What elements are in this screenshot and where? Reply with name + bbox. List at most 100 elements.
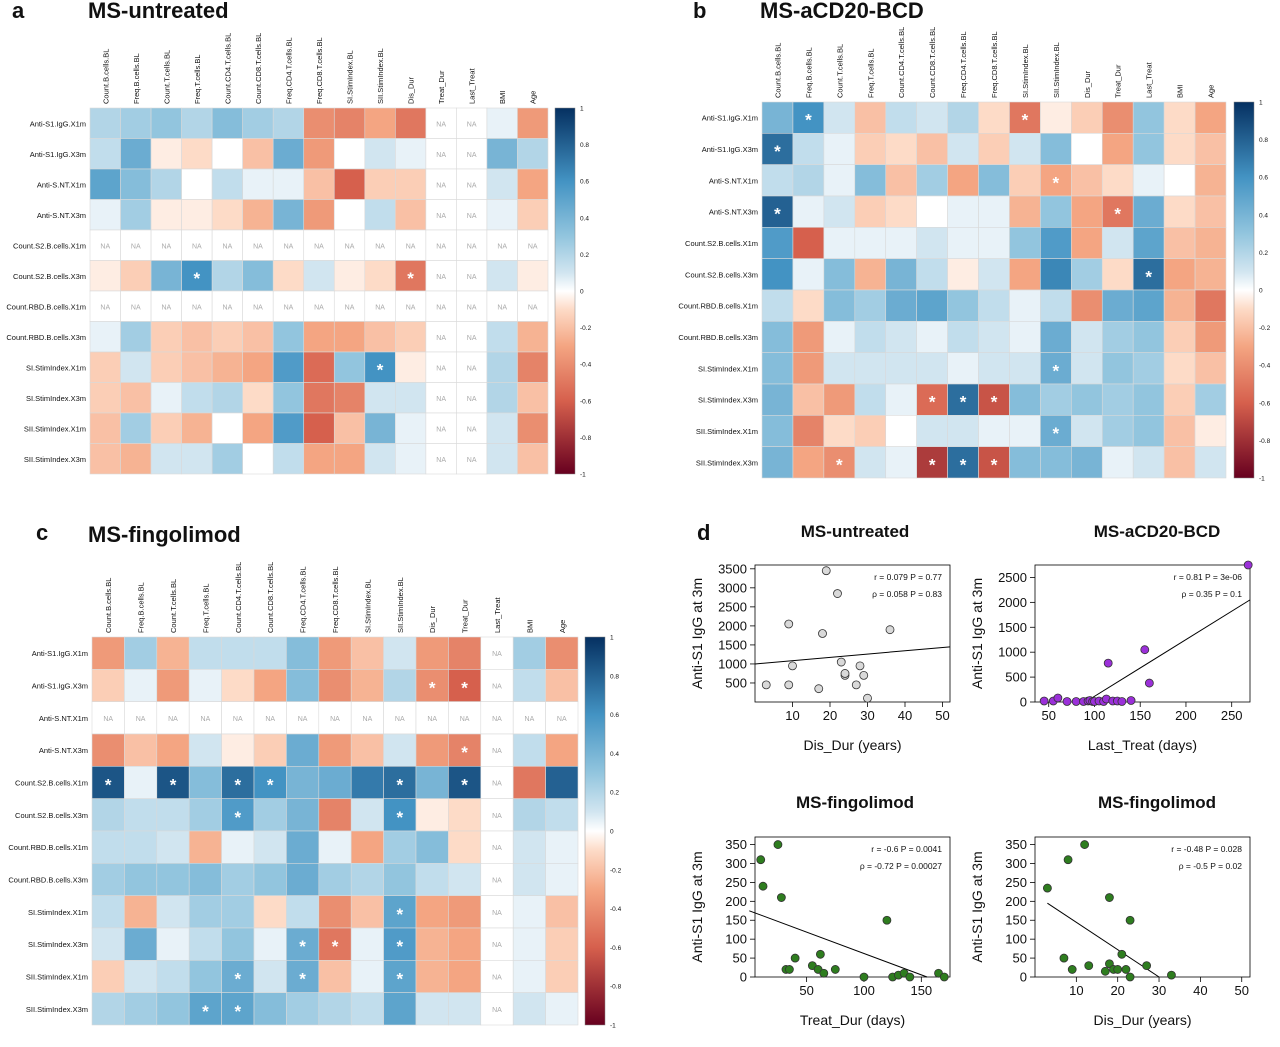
row-label: Count.RBD.B.cells.X3m [8, 876, 88, 885]
heatmap-cell [1163, 289, 1196, 322]
na-label: NA [131, 304, 141, 311]
x-tick-label: 50 [935, 708, 949, 723]
heatmap-cell [916, 227, 948, 259]
heatmap-cell [253, 798, 287, 832]
significance-star: * [202, 1002, 209, 1021]
heatmap-cell [350, 798, 384, 832]
heatmap-cell [156, 863, 190, 896]
row-label: SI.StimIndex.X1m [698, 364, 758, 373]
heatmap-cell [1163, 195, 1196, 228]
data-point [1105, 893, 1114, 902]
heatmap-cell [415, 636, 449, 670]
data-point [1071, 697, 1081, 706]
heatmap-cell [517, 321, 549, 353]
y-tick-label: 1000 [998, 645, 1027, 660]
na-label: NA [436, 365, 446, 372]
significance-star: * [461, 679, 468, 698]
column-label: BMI [1176, 85, 1185, 98]
heatmap-cell [1132, 321, 1165, 353]
heatmap-cell [1132, 383, 1165, 416]
colorbar-tick-label: -0.6 [580, 398, 592, 405]
heatmap-cell [545, 669, 579, 702]
heatmap-cell [364, 321, 396, 353]
heatmap-cell [425, 412, 457, 444]
data-point [814, 684, 824, 694]
heatmap-cell [89, 382, 121, 414]
heatmap-cell [188, 927, 222, 961]
heatmap-cell [286, 992, 320, 1026]
heatmap-cell [333, 199, 366, 231]
heatmap-cell [89, 412, 121, 444]
heatmap-cell [854, 133, 887, 165]
colorbar-tick-label: 0.4 [1259, 212, 1268, 219]
colorbar-tick-label: -0.4 [580, 362, 592, 369]
heatmap-cell [1040, 101, 1072, 134]
panel-c-letter: c [36, 520, 49, 545]
heatmap-cell [512, 733, 546, 767]
row-label: Anti-S.NT.X1m [39, 714, 88, 723]
heatmap-cell [792, 383, 825, 416]
na-label: NA [436, 335, 446, 342]
regression-line [754, 646, 951, 665]
heatmap-cell [156, 895, 190, 929]
heatmap-cell [480, 895, 514, 929]
heatmap-cell [425, 290, 457, 322]
data-point [1113, 965, 1123, 974]
heatmap-cell [89, 321, 121, 353]
y-tick-label: 300 [1005, 856, 1027, 871]
heatmap-cell [272, 199, 305, 231]
significance-star: * [1053, 361, 1060, 380]
na-label: NA [192, 304, 202, 311]
row-label: Anti-S.NT.X1m [709, 176, 758, 185]
heatmap-cell [303, 138, 335, 170]
y-tick-label: 2500 [998, 570, 1027, 585]
heatmap-cell [181, 351, 213, 383]
heatmap-cell [350, 636, 384, 670]
heatmap-cell [211, 168, 243, 200]
data-point [905, 972, 915, 982]
na-label: NA [168, 716, 178, 723]
heatmap-cell [1071, 383, 1103, 416]
heatmap-cell [156, 960, 190, 993]
significance-star: * [105, 776, 112, 795]
y-tick-label: 250 [725, 875, 747, 890]
heatmap-cell [150, 199, 182, 231]
heatmap-cell [211, 382, 243, 414]
heatmap-cell [854, 258, 887, 291]
data-point [773, 840, 783, 849]
heatmap-cell [303, 443, 335, 475]
heatmap-cell [318, 992, 352, 1026]
heatmap-cell [303, 260, 335, 292]
row-label: SII.StimIndex.X3m [26, 1005, 88, 1014]
y-tick-label: 100 [725, 932, 747, 947]
heatmap-cell [916, 446, 948, 479]
panel-b-title: MS-aCD20-BCD [760, 0, 924, 23]
heatmap-cell [425, 199, 457, 231]
heatmap-cell [124, 960, 158, 993]
heatmap-cell [286, 830, 320, 864]
heatmap-cell [181, 168, 213, 200]
heatmap-cell [211, 321, 243, 353]
heatmap-cell [425, 168, 457, 200]
heatmap-cell [978, 133, 1010, 165]
heatmap-cell [854, 289, 887, 322]
heatmap-cell [318, 798, 352, 832]
data-point [1063, 855, 1073, 865]
heatmap-cell [350, 960, 384, 993]
na-label: NA [192, 243, 202, 250]
colorbar-tick-label: 0.4 [610, 751, 619, 758]
y-axis-label: Anti-S1 IgG at 3m [689, 851, 705, 962]
heatmap-cell [916, 352, 948, 385]
heatmap-cell [761, 446, 794, 479]
heatmap-cell [480, 766, 514, 799]
heatmap-cell [1071, 195, 1103, 228]
heatmap-cell [823, 195, 856, 228]
heatmap-cell [124, 669, 158, 702]
heatmap-cell [1071, 258, 1103, 291]
na-label: NA [131, 243, 141, 250]
heatmap-cell [1194, 415, 1227, 447]
na-label: NA [492, 651, 502, 658]
heatmap-cell [188, 895, 222, 929]
na-label: NA [492, 878, 502, 885]
heatmap-cell [545, 863, 579, 896]
